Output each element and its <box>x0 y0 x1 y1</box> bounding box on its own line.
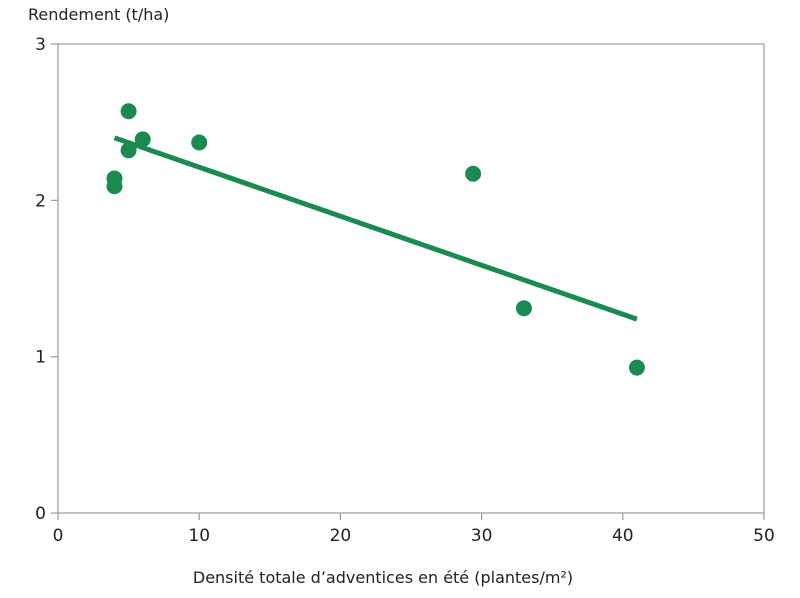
y-axis-title: Rendement (t/ha) <box>28 5 169 24</box>
x-tick-label: 40 <box>612 526 634 546</box>
trendline-layer <box>113 135 638 322</box>
data-point <box>628 359 645 376</box>
y-axis-ticks: 0 1 2 3 <box>35 35 58 524</box>
data-point <box>134 131 151 148</box>
x-tick-label: 50 <box>753 526 775 546</box>
x-axis-title: Densité totale d’adventices en été (plan… <box>193 568 573 587</box>
y-tick-label: 0 <box>35 504 46 524</box>
data-point <box>191 134 208 151</box>
data-point <box>120 142 137 159</box>
data-points <box>106 103 645 376</box>
x-tick-label: 20 <box>330 526 352 546</box>
y-tick-label: 3 <box>35 35 46 55</box>
y-tick-label: 2 <box>35 191 46 211</box>
x-tick-label: 10 <box>188 526 210 546</box>
trend-line <box>113 135 638 322</box>
plot-frame <box>57 43 765 514</box>
data-point <box>106 178 123 195</box>
data-point <box>515 300 532 317</box>
data-point <box>120 103 137 120</box>
x-axis-ticks: 0 10 20 30 40 50 <box>53 513 775 546</box>
y-tick-label: 1 <box>35 348 46 368</box>
x-tick-label: 30 <box>471 526 493 546</box>
data-point <box>465 165 482 182</box>
x-tick-label: 0 <box>53 526 64 546</box>
